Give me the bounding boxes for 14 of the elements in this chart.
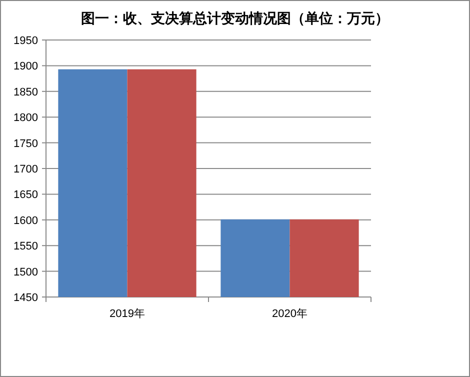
y-tick-label: 1650 bbox=[14, 189, 38, 202]
y-tick-label: 1750 bbox=[14, 138, 38, 150]
y-tick-label: 1700 bbox=[14, 164, 38, 176]
y-tick-label: 1950 bbox=[14, 35, 38, 47]
chart-title: 图一：收、支决算总计变动情况图（单位：万元） bbox=[81, 10, 389, 26]
y-tick-label: 1900 bbox=[14, 60, 38, 73]
y-tick-label: 1600 bbox=[14, 214, 38, 227]
y-tick-label: 1500 bbox=[14, 266, 38, 278]
y-tick-label: 1450 bbox=[14, 292, 38, 304]
y-tick-label: 1850 bbox=[14, 86, 38, 98]
y-tick-label: 1800 bbox=[14, 112, 38, 124]
y-tick-label: 1550 bbox=[14, 240, 38, 253]
x-tick-label: 2020年 bbox=[272, 308, 308, 320]
x-tick-label: 2019年 bbox=[110, 308, 145, 320]
